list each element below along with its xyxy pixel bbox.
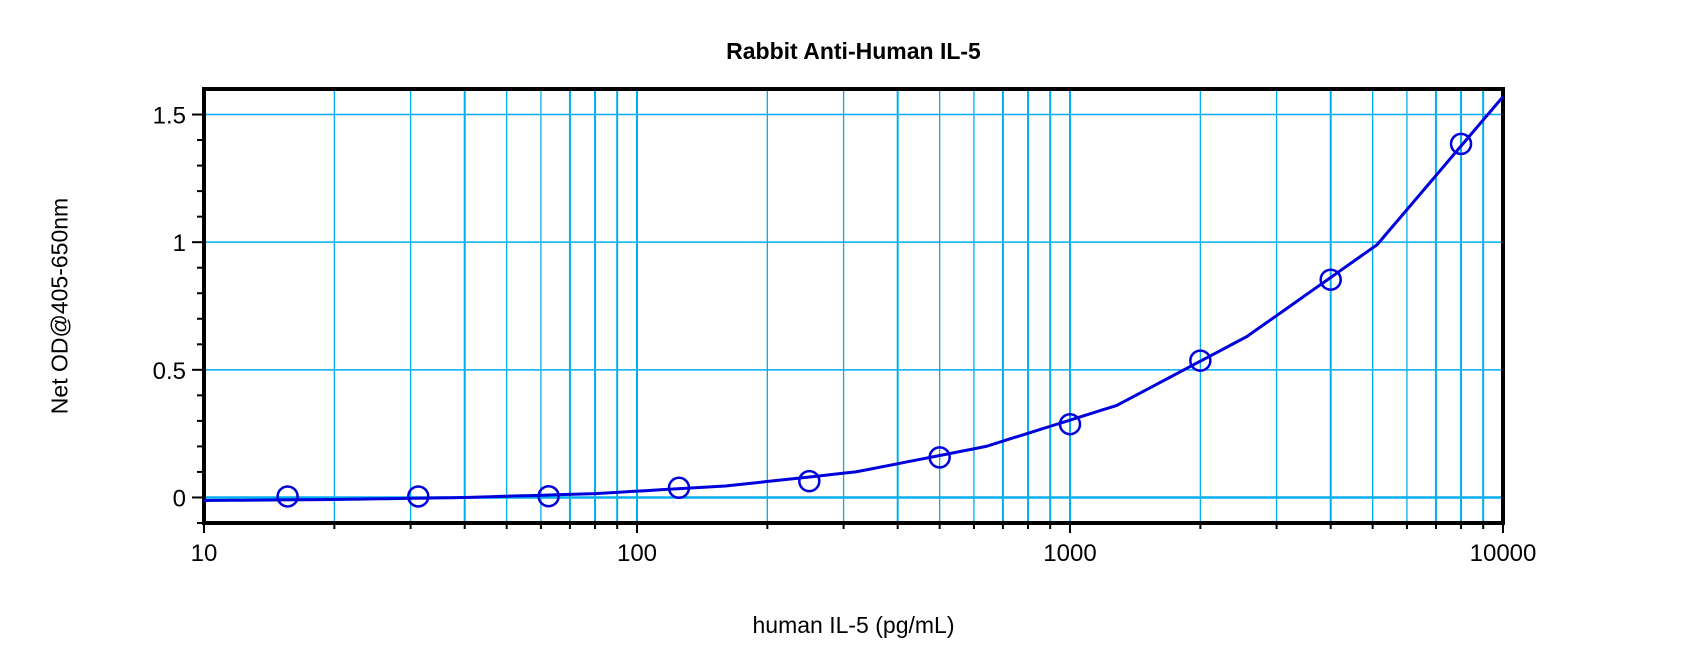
y-tick-label: 1 — [173, 230, 186, 257]
data-point — [1319, 268, 1342, 291]
data-point — [1449, 132, 1473, 156]
y-tick-label: 0.5 — [153, 358, 186, 385]
data-point — [928, 446, 951, 469]
x-axis-label: human IL-5 (pg/mL) — [752, 612, 955, 638]
data-point — [537, 484, 560, 508]
fit-curve-line — [203, 95, 1505, 502]
chart-title: Rabbit Anti-Human IL-5 — [726, 38, 981, 64]
x-tick-label: 10000 — [1470, 540, 1537, 567]
x-tick-label: 10 — [191, 540, 218, 567]
plot-frame — [202, 87, 1505, 525]
y-tick-label: 1.5 — [153, 103, 186, 130]
data-point — [667, 476, 691, 500]
data-point — [798, 469, 821, 493]
data-point — [407, 485, 430, 508]
data-point — [1058, 412, 1082, 436]
y-tick-label: 0 — [173, 485, 186, 512]
x-tick-label: 100 — [617, 540, 657, 567]
x-tick-label: 1000 — [1043, 540, 1096, 567]
data-point — [1189, 349, 1212, 372]
data-point — [276, 485, 299, 508]
